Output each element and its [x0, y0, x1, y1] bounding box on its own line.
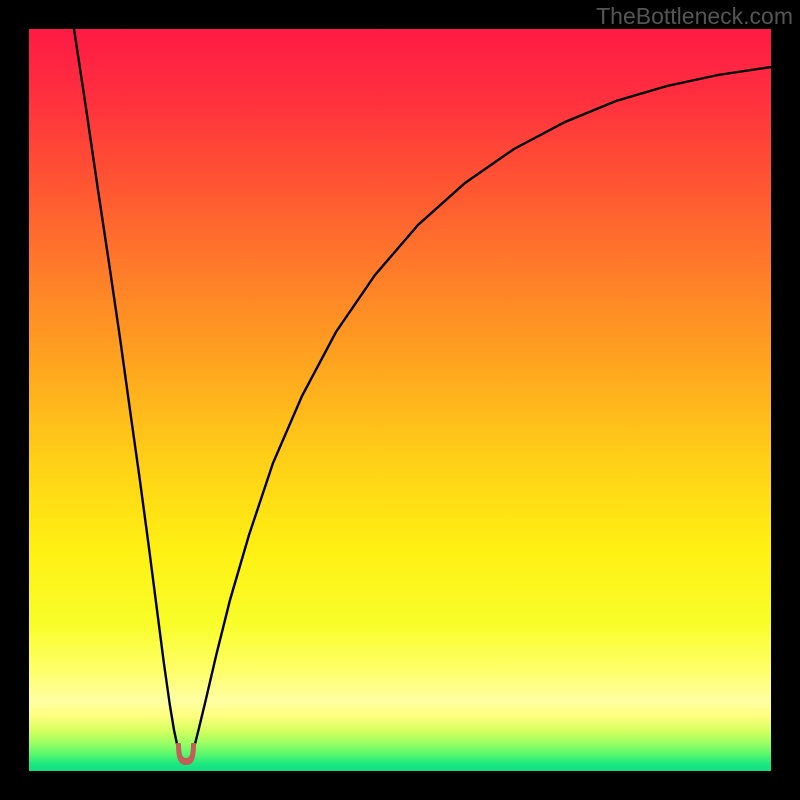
watermark-text: TheBottleneck.com	[596, 3, 793, 30]
figure: TheBottleneck.com	[0, 0, 800, 800]
gradient-area	[29, 29, 771, 771]
plot-svg	[0, 0, 800, 800]
